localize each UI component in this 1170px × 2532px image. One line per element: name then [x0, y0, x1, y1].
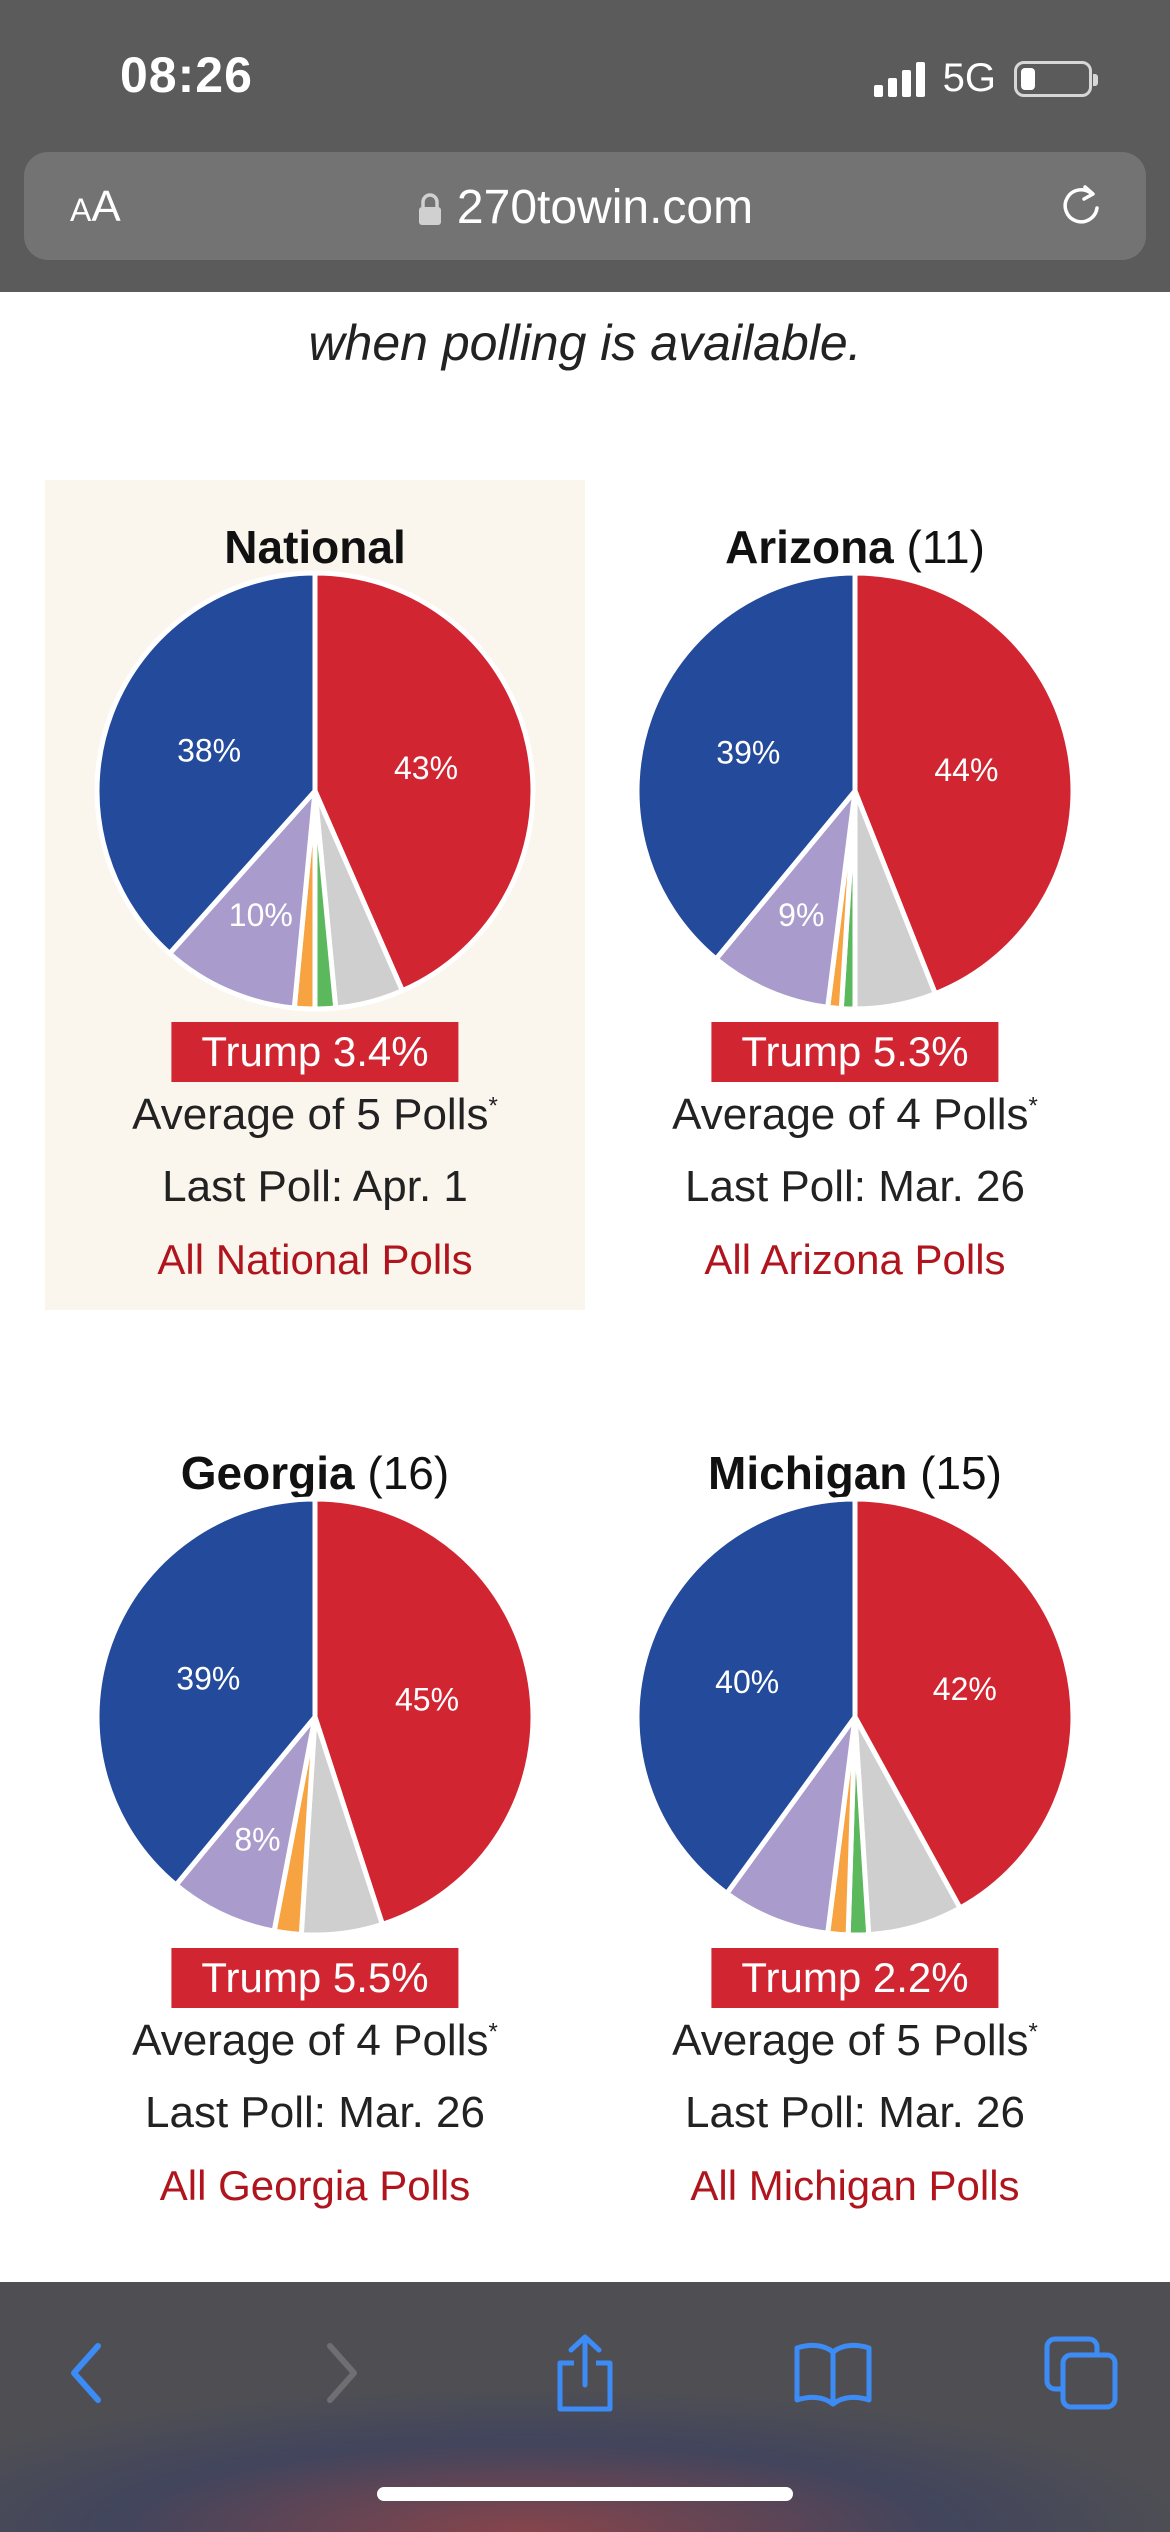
battery-icon — [1014, 60, 1098, 97]
pie-slice-republican — [312, 570, 536, 994]
pie-chart: 43% 10% 38% — [94, 570, 536, 1012]
bookmarks-book-icon — [794, 2342, 872, 2407]
pie-slice-republican — [852, 570, 1076, 997]
status-indicators: 5G — [873, 56, 1098, 101]
tabs-icon — [1044, 2336, 1118, 2410]
card-title: Arizona (11) — [725, 521, 985, 573]
pie-chart: 44% 9% 39% — [634, 570, 1076, 1012]
reload-icon[interactable] — [1056, 182, 1106, 232]
forward-button[interactable] — [296, 2328, 386, 2418]
pie-label-republican: 42% — [933, 1671, 997, 1707]
poll-average: Average of 5 Polls* — [672, 2016, 1038, 2065]
poll-average: Average of 4 Polls* — [132, 2016, 498, 2065]
pie-label-republican: 44% — [934, 752, 998, 788]
pie-label-democrat: 40% — [715, 1664, 779, 1700]
home-indicator[interactable] — [377, 2487, 793, 2501]
poll-average: Average of 5 Polls* — [132, 1090, 498, 1139]
pie-slice-independent — [713, 788, 858, 1010]
pie-slice-republican — [312, 1496, 536, 1927]
pie-slice-democrat — [94, 570, 318, 956]
pie-slice-democrat — [634, 570, 858, 962]
card-title: National — [224, 521, 406, 573]
card-title: Michigan (15) — [708, 1447, 1002, 1499]
poll-card-arizona: Arizona (11) 44% 9% 39% Trump 5.3% Average… — [585, 480, 1125, 1310]
pie-slice-democrat — [94, 1496, 318, 1888]
share-button[interactable] — [540, 2328, 630, 2418]
poll-card-michigan: Michigan (15) 42% 40% Trump 2.2% Average … — [585, 1406, 1125, 2236]
browser-toolbar — [0, 2282, 1170, 2532]
last-poll-date: Last Poll: Mar. 26 — [685, 1162, 1025, 1211]
pie-chart: 45% 8% 39% — [94, 1496, 536, 1938]
signal-bars-icon — [873, 61, 925, 97]
lead-badge: Trump 3.4% — [171, 1022, 459, 1082]
last-poll-date: Last Poll: Mar. 26 — [685, 2088, 1025, 2137]
status-time: 08:26 — [120, 47, 253, 103]
pie-label-independent: 10% — [229, 897, 293, 933]
pie-label-democrat: 39% — [176, 1661, 240, 1697]
browser-top-chrome: 08:26 5G AA 270towin.com — [0, 0, 1170, 292]
text-size-button[interactable]: AA — [70, 182, 121, 231]
lead-badge: Trump 5.5% — [171, 1948, 459, 2008]
last-poll-date: Last Poll: Mar. 26 — [145, 2088, 485, 2137]
url-display[interactable]: 270towin.com — [24, 180, 1146, 235]
pie-label-democrat: 38% — [177, 733, 241, 769]
pie-label-republican: 45% — [395, 1681, 459, 1717]
pie-chart: 42% 40% — [634, 1496, 1076, 1938]
url-text: 270towin.com — [456, 181, 754, 234]
lock-icon — [418, 193, 441, 226]
pie-slice-independent — [167, 788, 318, 1011]
tabs-button[interactable] — [1036, 2328, 1126, 2418]
back-chevron-icon — [71, 2343, 101, 2403]
page-content: when polling is available. National 43% 1… — [0, 292, 1170, 2282]
all-polls-link[interactable]: All Georgia Polls — [159, 2162, 471, 2209]
pie-label-independent: 8% — [234, 1821, 280, 1857]
poll-card-georgia: Georgia (16) 45% 8% 39% Trump 5.5% Average… — [45, 1406, 585, 2236]
lead-badge: Trump 5.3% — [711, 1022, 999, 1082]
pie-slice-democrat — [634, 1496, 858, 1896]
lead-badge: Trump 2.2% — [711, 1948, 999, 2008]
all-polls-link[interactable]: All Michigan Polls — [690, 2162, 1020, 2209]
all-polls-link[interactable]: All Arizona Polls — [704, 1236, 1006, 1283]
pie-label-republican: 43% — [394, 750, 458, 786]
bookmarks-button[interactable] — [788, 2328, 878, 2418]
share-icon — [557, 2334, 613, 2412]
all-polls-link[interactable]: All National Polls — [157, 1236, 473, 1283]
intro-text: when polling is available. — [308, 315, 862, 371]
poll-average: Average of 4 Polls* — [672, 1090, 1038, 1139]
forward-chevron-icon — [327, 2343, 357, 2403]
last-poll-date: Last Poll: Apr. 1 — [162, 1162, 468, 1211]
pie-label-democrat: 39% — [716, 735, 780, 771]
network-type: 5G — [942, 56, 996, 100]
pie-slice-republican — [852, 1496, 1076, 1911]
poll-card-national: National 43% 10% 38% Trump 3.4% Average of… — [45, 480, 585, 1310]
pie-label-independent: 9% — [778, 897, 824, 933]
back-button[interactable] — [42, 2328, 132, 2418]
card-title: Georgia (16) — [180, 1447, 450, 1499]
address-bar[interactable]: AA 270towin.com — [24, 152, 1146, 260]
